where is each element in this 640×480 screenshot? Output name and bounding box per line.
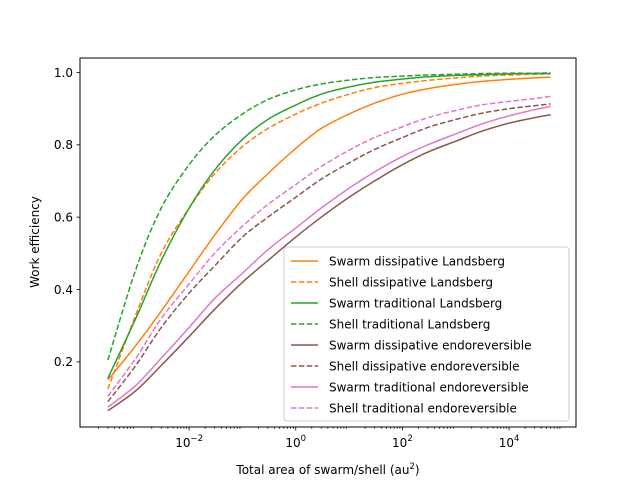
x-tick-label: 10−2 (175, 434, 203, 450)
x-axis-title: Total area of swarm/shell (au2) (235, 462, 419, 477)
x-axis-ticks: 10−2 100 102 104 (98, 427, 561, 450)
series-line-shell-dissipative-landsberg (107, 73, 551, 390)
legend-box (283, 246, 570, 422)
y-tick-label: 0.4 (54, 283, 73, 297)
legend-label-swarm-traditional-landsberg: Swarm traditional Landsberg (329, 296, 502, 310)
series-line-shell-traditional-endoreversible (107, 95, 551, 397)
series-line-swarm-dissipative-endoreversible (107, 114, 551, 412)
legend-label-shell-traditional-endoreversible: Shell traditional endoreversible (329, 401, 517, 415)
y-tick-label: 0.6 (54, 210, 73, 224)
y-axis-ticks: 0.2 0.4 0.6 0.8 1.0 (54, 66, 80, 369)
plot-area: 10−2 100 102 104 0.2 0.4 0.6 0.8 1.0 (54, 57, 577, 450)
series-line-shell-dissipative-endoreversible (107, 103, 551, 403)
y-tick-label: 0.2 (54, 355, 73, 369)
y-tick-label: 1.0 (54, 66, 73, 80)
legend-label-swarm-traditional-endoreversible: Swarm traditional endoreversible (329, 380, 529, 394)
legend: Swarm dissipative Landsberg Shell dissipa… (283, 246, 570, 422)
legend-label-swarm-dissipative-endoreversible: Swarm dissipative endoreversible (329, 338, 531, 352)
legend-label-swarm-dissipative-landsberg: Swarm dissipative Landsberg (329, 254, 505, 268)
legend-items: Swarm dissipative Landsberg Shell dissipa… (291, 254, 531, 415)
series-layer (107, 72, 551, 412)
legend-label-shell-dissipative-endoreversible: Shell dissipative endoreversible (329, 359, 520, 373)
series-line-swarm-dissipative-landsberg (107, 76, 551, 381)
series-line-swarm-traditional-endoreversible (107, 105, 551, 408)
legend-label-shell-traditional-landsberg: Shell traditional Landsberg (329, 317, 490, 331)
series-line-swarm-traditional-landsberg (107, 72, 551, 379)
x-tick-label: 102 (392, 434, 413, 450)
series-line-shell-traditional-landsberg (107, 72, 551, 361)
x-tick-label: 100 (285, 434, 306, 450)
x-tick-label: 104 (499, 434, 520, 450)
y-tick-label: 0.8 (54, 138, 73, 152)
y-axis-title: Work efficiency (28, 196, 42, 288)
legend-label-shell-dissipative-landsberg: Shell dissipative Landsberg (329, 275, 493, 289)
